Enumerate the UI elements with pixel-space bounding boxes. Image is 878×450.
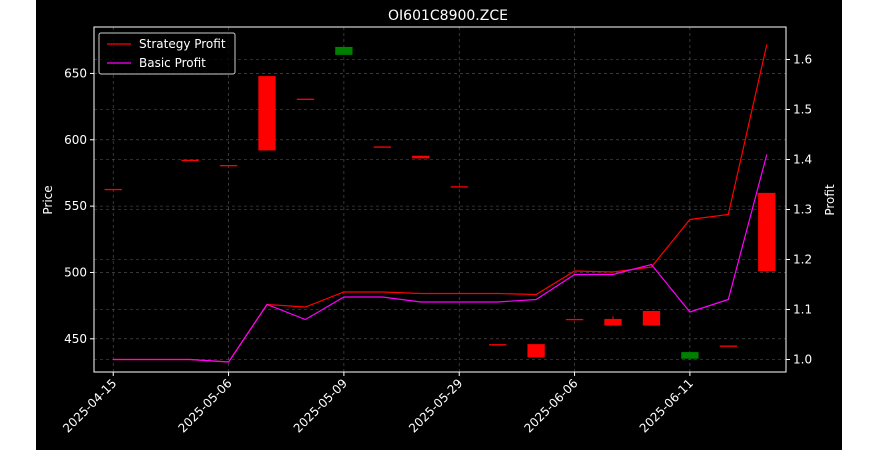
x-tick-label: 2025-05-09 — [291, 376, 350, 435]
left-tick-label: 600 — [64, 133, 87, 147]
x-axis-ticks: 2025-04-15 2025-05-06 2025-05-09 2025-05-29… — [60, 372, 696, 435]
right-axis-ticks: 1.0 1.1 1.2 1.3 1.4 1.5 1.6 — [786, 53, 812, 367]
candle-body — [373, 146, 391, 148]
candle-body — [258, 76, 276, 151]
right-tick-label: 1.0 — [793, 353, 812, 367]
x-tick-label: 2025-05-29 — [406, 376, 465, 435]
candle-body — [604, 318, 622, 326]
candle-body — [527, 344, 545, 358]
legend-label-strategy: Strategy Profit — [139, 37, 226, 51]
left-axis-ticks: 450 500 550 600 650 — [64, 66, 94, 346]
candle-body — [489, 344, 507, 346]
chart-figure: 450 500 550 600 650 1.0 1.1 1.2 1.3 1.4 1.5 1.6 20… — [36, 0, 842, 450]
right-tick-label: 1.6 — [793, 53, 812, 67]
candle-body — [642, 310, 661, 326]
candle-body — [565, 318, 584, 321]
right-tick-label: 1.5 — [793, 103, 812, 117]
candle-body — [104, 188, 122, 191]
candle-body — [681, 352, 699, 359]
grid-lines — [94, 27, 786, 372]
x-tick-label: 2025-06-11 — [637, 376, 696, 435]
candle-body — [335, 46, 353, 55]
left-tick-label: 450 — [64, 332, 87, 346]
candle-body — [719, 345, 737, 347]
profit-lines — [113, 44, 768, 363]
legend: Strategy Profit Basic Profit — [98, 32, 236, 75]
right-axis-label: Profit — [823, 184, 837, 216]
x-tick-label: 2025-04-15 — [60, 376, 119, 435]
left-axis-label: Price — [41, 185, 55, 214]
candle-body — [450, 186, 468, 188]
left-tick-label: 500 — [64, 265, 87, 279]
candle-body — [412, 155, 430, 159]
right-tick-label: 1.4 — [793, 153, 812, 167]
left-tick-label: 650 — [64, 66, 87, 80]
candlestick-series — [104, 46, 776, 359]
right-tick-label: 1.1 — [793, 303, 812, 317]
candle-body — [758, 192, 776, 272]
legend-label-basic: Basic Profit — [139, 56, 206, 70]
basic-profit-line — [113, 154, 768, 363]
right-tick-label: 1.2 — [793, 253, 812, 267]
chart-title: OI601C8900.ZCE — [388, 8, 508, 24]
chart-svg: 450 500 550 600 650 1.0 1.1 1.2 1.3 1.4 1.5 1.6 20… — [41, 8, 837, 435]
strategy-profit-line — [113, 44, 768, 363]
candle-body — [296, 98, 315, 100]
candle-body — [181, 159, 199, 162]
right-tick-label: 1.3 — [793, 203, 812, 217]
x-tick-label: 2025-05-06 — [175, 376, 234, 435]
plot-frame — [93, 26, 787, 373]
legend-box — [98, 32, 236, 75]
candle-body — [219, 165, 238, 167]
left-tick-label: 550 — [64, 199, 87, 213]
x-tick-label: 2025-06-06 — [521, 376, 580, 435]
